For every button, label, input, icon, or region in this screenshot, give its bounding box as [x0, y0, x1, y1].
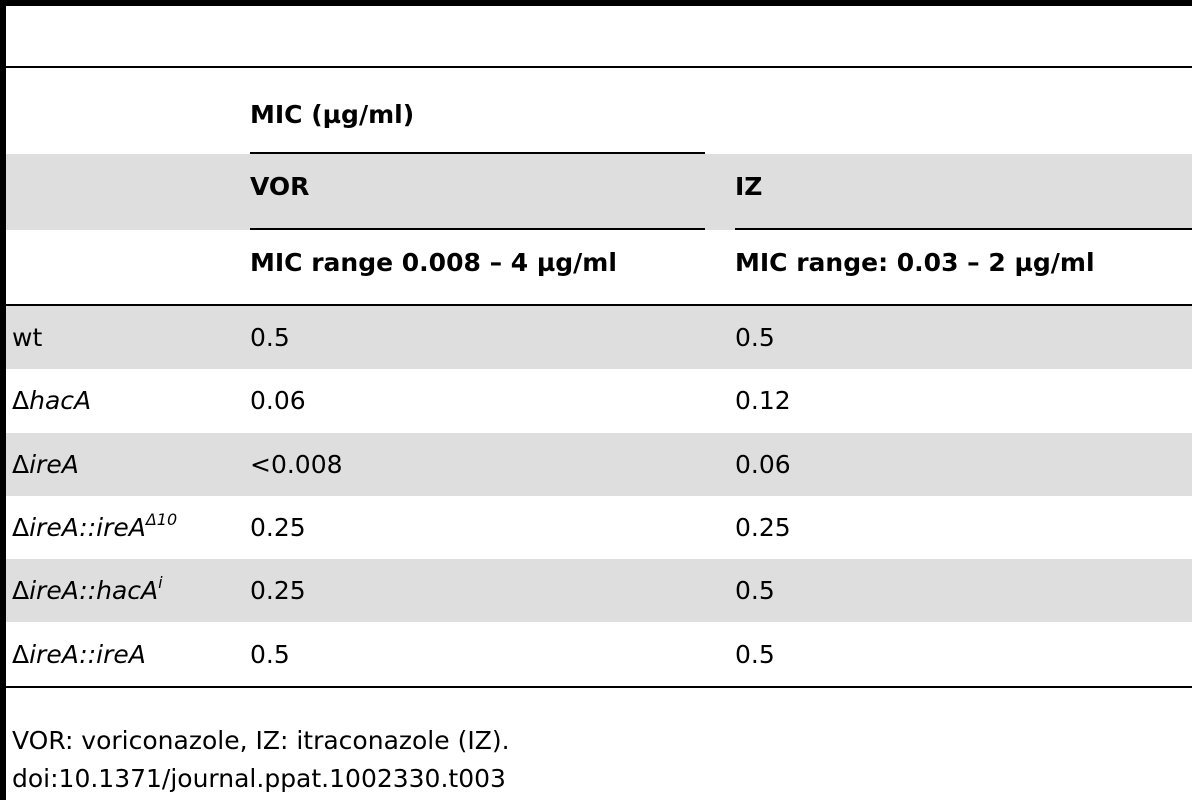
strain-gene-complement: hacA	[96, 576, 159, 606]
strain-delta: Δ	[12, 639, 30, 669]
strain-gene: ireA	[29, 512, 80, 542]
iz-value-cell: 0.25	[735, 512, 791, 542]
strain-cell: wt	[12, 323, 42, 353]
vor-column-header: VOR	[250, 172, 310, 201]
row-shade	[6, 432, 1192, 496]
row-shade	[6, 559, 1192, 623]
table-top-rule	[0, 0, 1192, 6]
strain-gene: hacA	[29, 386, 92, 416]
vor-value-cell: 0.25	[250, 576, 306, 606]
strain-gene: ireA	[29, 639, 80, 669]
iz-column-header: IZ	[735, 172, 763, 201]
strain-gene-complement: ireA	[96, 639, 146, 669]
strain-separator: ::	[79, 576, 97, 606]
iz-value-cell: 0.06	[735, 449, 791, 479]
strain-superscript: i	[158, 573, 163, 593]
header-shade-row	[6, 154, 1192, 230]
row-shade	[6, 306, 1192, 370]
vor-value-cell: 0.5	[250, 639, 290, 669]
strain-superscript: Δ10	[145, 509, 178, 529]
table-bottom-rule	[6, 686, 1192, 688]
iz-value-cell: 0.5	[735, 323, 775, 352]
iz-value-cell: 0.12	[735, 386, 791, 416]
strain-separator: ::	[79, 512, 97, 542]
vor-value-cell: 0.5	[250, 323, 290, 352]
iz-underline	[735, 228, 1192, 230]
strain-plain: wt	[12, 323, 43, 352]
strain-cell: ΔireA::hacAi	[12, 573, 163, 606]
strain-gene-complement: ireA	[96, 512, 146, 542]
iz-range-header: MIC range: 0.03 – 2 µg/ml	[735, 248, 1095, 277]
vor-range-header: MIC range 0.008 – 4 µg/ml	[250, 248, 617, 277]
footnote-doi: doi:10.1371/journal.ppat.1002330.t003	[12, 764, 506, 793]
iz-value-cell: 0.5	[735, 576, 775, 606]
strain-cell: ΔireA::ireA	[12, 640, 146, 670]
strain-separator: ::	[79, 639, 97, 669]
strain-delta: Δ	[12, 449, 30, 479]
vor-value-cell: 0.06	[250, 386, 306, 416]
iz-value-cell: 0.5	[735, 639, 775, 669]
header-bottom-rule	[6, 304, 1192, 306]
strain-delta: Δ	[12, 576, 30, 606]
strain-cell: ΔireA	[12, 450, 79, 480]
page-left-rule	[0, 0, 6, 800]
mic-group-underline	[250, 152, 705, 154]
strain-cell: ΔhacA	[12, 386, 91, 416]
strain-cell: ΔireA::ireAΔ10	[12, 509, 178, 543]
vor-value-cell: 0.25	[250, 512, 306, 542]
strain-delta: Δ	[12, 512, 30, 542]
strain-gene: ireA	[29, 576, 80, 606]
strain-delta: Δ	[12, 386, 30, 416]
strain-gene: ireA	[29, 449, 79, 479]
footnote-abbreviations: VOR: voriconazole, IZ: itraconazole (IZ)…	[12, 726, 510, 755]
vor-value-cell: <0.008	[250, 449, 343, 479]
mic-group-header: MIC (µg/ml)	[250, 100, 415, 129]
vor-underline	[250, 228, 705, 230]
header-top-rule	[6, 66, 1192, 68]
